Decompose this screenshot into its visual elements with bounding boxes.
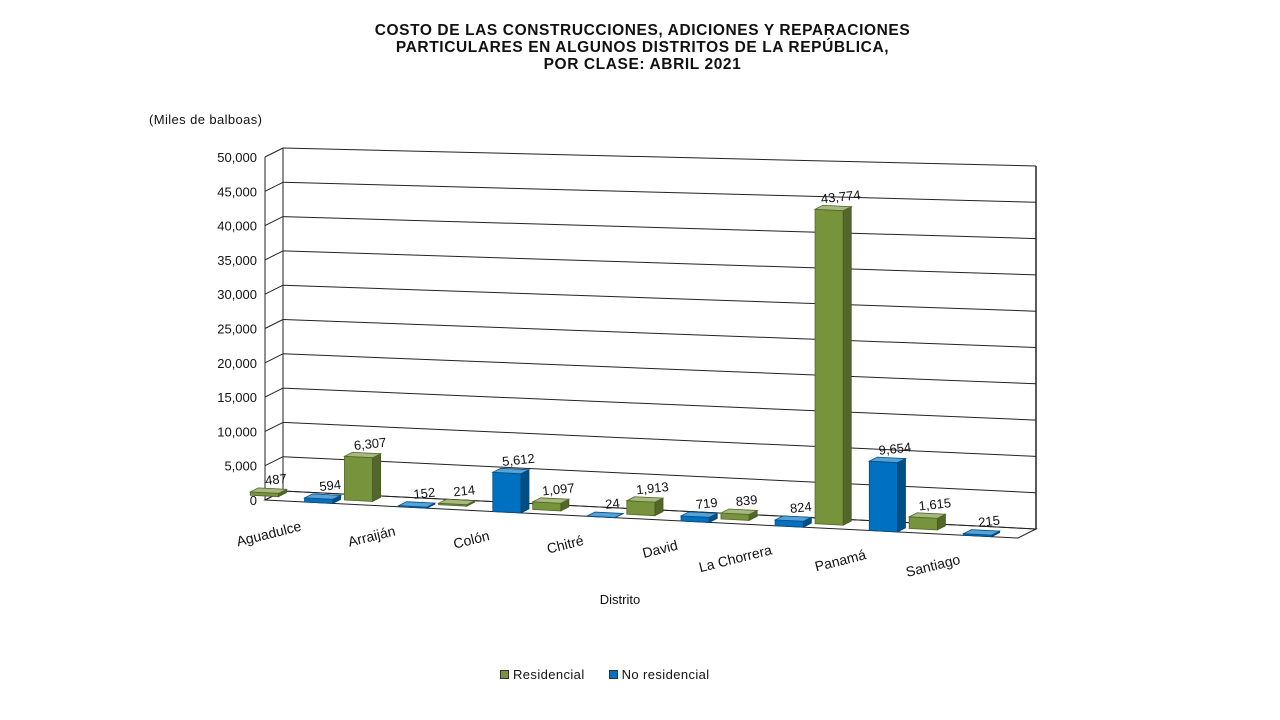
gridline: [282, 387, 1037, 421]
gridline: [282, 147, 1037, 167]
data-label: 43,774: [820, 187, 861, 206]
side-gridline: [264, 387, 284, 398]
gridline: [282, 216, 1037, 240]
gridline: [282, 353, 1037, 385]
bar-side: [520, 469, 530, 514]
bar-side: [842, 206, 852, 526]
chart-title: COSTO DE LAS CONSTRUCCIONES, ADICIONES Y…: [200, 22, 1085, 73]
data-label: 487: [264, 471, 287, 488]
gridline: [282, 319, 1037, 348]
y-tick-label: 45,000: [217, 184, 257, 199]
x-axis-title: Distrito: [600, 592, 640, 607]
chart-title-line-2: PARTICULARES EN ALGUNOS DISTRITOS DE LA …: [395, 39, 890, 56]
x-tick-label: Colón: [452, 527, 491, 551]
side-gridline: [264, 353, 284, 364]
y-tick-label: 50,000: [217, 150, 257, 165]
y-tick-label: 30,000: [217, 287, 257, 302]
bar-top: [907, 512, 947, 519]
bar-top: [342, 451, 383, 459]
y-tick-label: 5,000: [224, 459, 257, 474]
data-label: 24: [605, 495, 621, 511]
y-tick-label: 40,000: [217, 219, 257, 234]
bar-front-residencial: [908, 516, 938, 531]
y-tick-label: 35,000: [217, 253, 257, 268]
legend-item-no-residencial: No residencial: [608, 667, 710, 682]
bar-top: [531, 497, 571, 504]
legend: Residencial No residencial: [500, 667, 734, 682]
data-label: 594: [319, 477, 342, 494]
y-tick-label: 20,000: [217, 356, 257, 371]
x-tick-label: Aguadulce: [235, 518, 303, 550]
y-unit-label: (Miles de balboas): [149, 112, 263, 127]
bar-front-residencial: [626, 500, 656, 517]
data-label: 1,913: [635, 479, 669, 497]
bar-side: [897, 457, 906, 533]
side-gridline: [264, 284, 284, 295]
side-gridline: [264, 421, 284, 432]
legend-item-residencial: Residencial: [500, 667, 585, 682]
bar-top: [961, 529, 1002, 536]
data-label: 6,307: [353, 435, 387, 453]
legend-swatch-no-residencial: [608, 670, 618, 679]
side-gridline: [264, 456, 284, 467]
y-tick-label: 10,000: [217, 424, 257, 439]
data-label: 824: [789, 499, 812, 516]
bar-top: [302, 493, 343, 500]
bar-top: [719, 508, 759, 515]
data-label: 719: [695, 495, 718, 512]
gridline: [282, 456, 1037, 494]
bar-top: [585, 511, 625, 518]
bar-top: [867, 456, 908, 463]
data-label: 839: [735, 492, 758, 509]
bar-side: [372, 453, 382, 503]
side-gridline: [264, 181, 284, 192]
bar-top: [437, 498, 477, 506]
bar-top: [397, 501, 437, 508]
gridline: [282, 284, 1037, 312]
side-gridline: [264, 250, 284, 261]
chart-title-line-1: COSTO DE LAS CONSTRUCCIONES, ADICIONES Y…: [374, 22, 911, 39]
data-label: 152: [413, 485, 436, 502]
bar-front-no-residencial: [492, 471, 522, 514]
bar-front-no-residencial: [868, 460, 898, 533]
legend-label-no-residencial: No residencial: [621, 667, 710, 682]
gridline: [282, 421, 1037, 457]
bar-top: [773, 515, 813, 522]
y-tick-label: 15,000: [217, 390, 257, 405]
y-tick-label: 0: [250, 493, 257, 508]
side-gridline: [264, 216, 284, 227]
gridline: [282, 250, 1037, 276]
side-gridline: [264, 319, 284, 329]
data-label: 5,612: [501, 451, 535, 469]
x-tick-label: Panamá: [813, 546, 868, 574]
x-tick-label: Chitré: [545, 532, 585, 557]
y-tick-label: 25,000: [217, 322, 257, 337]
bar-top: [679, 511, 719, 518]
data-label: 1,615: [918, 495, 952, 513]
data-label: 1,097: [541, 480, 575, 498]
x-tick-label: La Chorrera: [697, 541, 774, 575]
gridline: [282, 181, 1037, 203]
x-tick-label: David: [641, 537, 680, 561]
bar-front-residencial: [814, 208, 844, 526]
chart-title-line-3: POR CLASE: ABRIL 2021: [543, 56, 742, 73]
legend-label-residencial: Residencial: [513, 667, 585, 682]
data-label: 9,654: [878, 439, 912, 457]
bar-top: [248, 487, 289, 494]
bar-top: [813, 204, 853, 212]
legend-swatch-residencial: [500, 670, 509, 679]
data-label: 214: [453, 482, 476, 499]
bar-front-residencial: [344, 455, 374, 502]
bar-top: [491, 467, 531, 475]
x-tick-label: Arraiján: [346, 523, 397, 550]
x-tick-label: Santiago: [904, 551, 962, 580]
bar-top: [625, 496, 665, 503]
data-label: 215: [977, 513, 1000, 530]
side-gridline: [264, 147, 284, 158]
